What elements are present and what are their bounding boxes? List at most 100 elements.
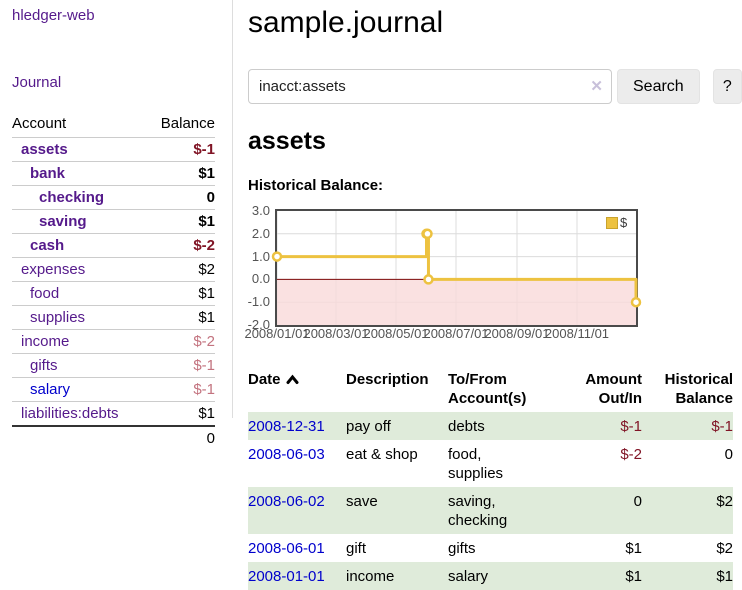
app-title-link[interactable]: hledger-web: [12, 7, 95, 24]
account-link[interactable]: gifts: [30, 357, 58, 374]
search-input[interactable]: [248, 69, 612, 104]
main-content: sample.journal ✕ Search ? assets Histori…: [244, 0, 742, 590]
transaction-balance: 0: [724, 446, 733, 463]
accounts-header-balance: Balance: [160, 115, 215, 132]
transaction-description: income: [346, 568, 395, 585]
account-balance: $-2: [113, 329, 215, 354]
transaction-row[interactable]: 2008-06-03 eat & shop food, supplies $-2 0: [248, 440, 733, 487]
transaction-description: pay off: [346, 418, 391, 435]
transactions-table: Date Description To/From Account(s) Amou…: [248, 368, 733, 590]
transaction-row[interactable]: 2008-12-31 pay off debts $-1 $-1: [248, 412, 733, 440]
account-row: supplies $1: [12, 305, 215, 330]
account-link[interactable]: checking: [39, 189, 105, 206]
account-row: expenses $2: [12, 257, 215, 282]
transaction-accounts: saving, checking: [448, 493, 508, 529]
header-balance: Historical Balance: [664, 371, 733, 407]
transaction-accounts: debts: [448, 418, 485, 435]
transaction-accounts: food, supplies: [448, 446, 504, 482]
account-balance: $1: [113, 401, 215, 426]
account-row: saving $1: [12, 209, 215, 234]
clear-search-icon[interactable]: ✕: [590, 78, 603, 95]
account-balance: $1: [113, 305, 215, 330]
transaction-balance: $-1: [711, 418, 733, 435]
y-axis-tick: -1.0: [247, 294, 270, 310]
account-balance: 0: [113, 185, 215, 210]
x-axis-tick: 2008/03/01: [303, 326, 369, 341]
x-axis-tick: 2008/09/01: [484, 326, 550, 341]
header-date[interactable]: Date: [248, 368, 346, 412]
chart-title: Historical Balance:: [248, 177, 384, 194]
transaction-description: save: [346, 493, 378, 510]
page-title: sample.journal: [248, 6, 444, 39]
account-row: cash $-2: [12, 233, 215, 258]
search-box: ✕: [248, 69, 612, 104]
account-link[interactable]: expenses: [21, 261, 86, 278]
legend-swatch: [606, 216, 618, 229]
transactions-header-row: Date Description To/From Account(s) Amou…: [248, 368, 733, 412]
account-balance: $1: [113, 281, 215, 306]
accounts-table: Account Balance assets $-1 bank $1 checking 0…: [12, 112, 215, 450]
x-axis-tick: 2008/07/01: [423, 326, 489, 341]
accounts-header-account: Account: [12, 115, 67, 132]
account-row: food $1: [12, 281, 215, 306]
account-heading: assets: [248, 127, 326, 155]
account-link[interactable]: bank: [30, 165, 66, 182]
y-axis-tick: 0.0: [251, 271, 270, 287]
transaction-accounts: gifts: [448, 540, 476, 557]
transaction-balance: $2: [716, 540, 733, 557]
account-link[interactable]: saving: [39, 213, 87, 230]
transaction-amount: $1: [625, 568, 642, 585]
transaction-row[interactable]: 2008-06-02 save saving, checking 0 $2: [248, 487, 733, 534]
balance-chart[interactable]: 3.0 2.0 1.0 0.0 -1.0 -2.0 $ 2008/01/01 2008/03…: [244, 203, 668, 346]
account-row: gifts $-1: [12, 353, 215, 378]
help-button[interactable]: ?: [712, 69, 742, 104]
account-row: liabilities:debts $1: [12, 401, 215, 426]
transaction-amount: $1: [625, 540, 642, 557]
y-axis-tick: -2.0: [247, 317, 270, 332]
accounts-total-value: 0: [113, 425, 215, 450]
transaction-amount: $-1: [620, 418, 642, 435]
sidebar-item-journal[interactable]: Journal: [12, 74, 62, 91]
x-axis: 2008/01/01 2008/03/01 2008/05/01 2008/07/01…: [244, 326, 668, 342]
sidebar-divider: [232, 0, 233, 418]
transaction-date-link[interactable]: 2008-06-03: [248, 446, 325, 463]
transaction-row[interactable]: 2008-01-01 income salary $1 $1: [248, 562, 733, 590]
transaction-description: gift: [346, 540, 367, 557]
chart-plot: [271, 209, 642, 327]
transaction-date-link[interactable]: 2008-12-31: [248, 418, 325, 435]
accounts-header-row: Account Balance: [12, 112, 215, 138]
x-axis-tick: 2008/05/01: [363, 326, 429, 341]
header-description: Description: [346, 371, 429, 388]
transaction-balance: $1: [716, 568, 733, 585]
y-axis-tick: 2.0: [251, 225, 270, 241]
transaction-balance: $2: [716, 493, 733, 510]
account-row: bank $1: [12, 161, 215, 186]
account-link[interactable]: assets: [21, 141, 68, 158]
header-amount: Amount Out/In: [585, 371, 642, 407]
account-link[interactable]: cash: [30, 237, 65, 254]
account-balance: $1: [113, 209, 215, 234]
sidebar: hledger-web Journal Account Balance asse…: [0, 0, 232, 450]
transaction-date-link[interactable]: 2008-06-01: [248, 540, 325, 557]
sidebar-nav: Journal: [12, 74, 232, 91]
account-balance: $2: [113, 257, 215, 282]
account-balance: $-1: [113, 377, 215, 402]
transaction-date-link[interactable]: 2008-06-02: [248, 493, 325, 510]
chart-legend: $: [606, 215, 627, 230]
search-button[interactable]: Search: [617, 69, 700, 104]
account-balance: $-1: [113, 353, 215, 378]
header-accounts: To/From Account(s): [448, 371, 527, 407]
account-link[interactable]: food: [30, 285, 60, 302]
legend-label: $: [620, 215, 628, 230]
transaction-date-link[interactable]: 2008-01-01: [248, 568, 325, 585]
transaction-description: eat & shop: [346, 446, 418, 463]
transaction-row[interactable]: 2008-06-01 gift gifts $1 $2: [248, 534, 733, 562]
account-row: assets $-1: [12, 137, 215, 162]
account-row: income $-2: [12, 329, 215, 354]
account-link[interactable]: liabilities:debts: [21, 405, 119, 422]
account-balance: $1: [113, 161, 215, 186]
y-axis-tick: 3.0: [251, 203, 270, 218]
account-link[interactable]: supplies: [30, 309, 86, 326]
account-link[interactable]: income: [21, 333, 70, 350]
account-link[interactable]: salary: [30, 381, 71, 398]
